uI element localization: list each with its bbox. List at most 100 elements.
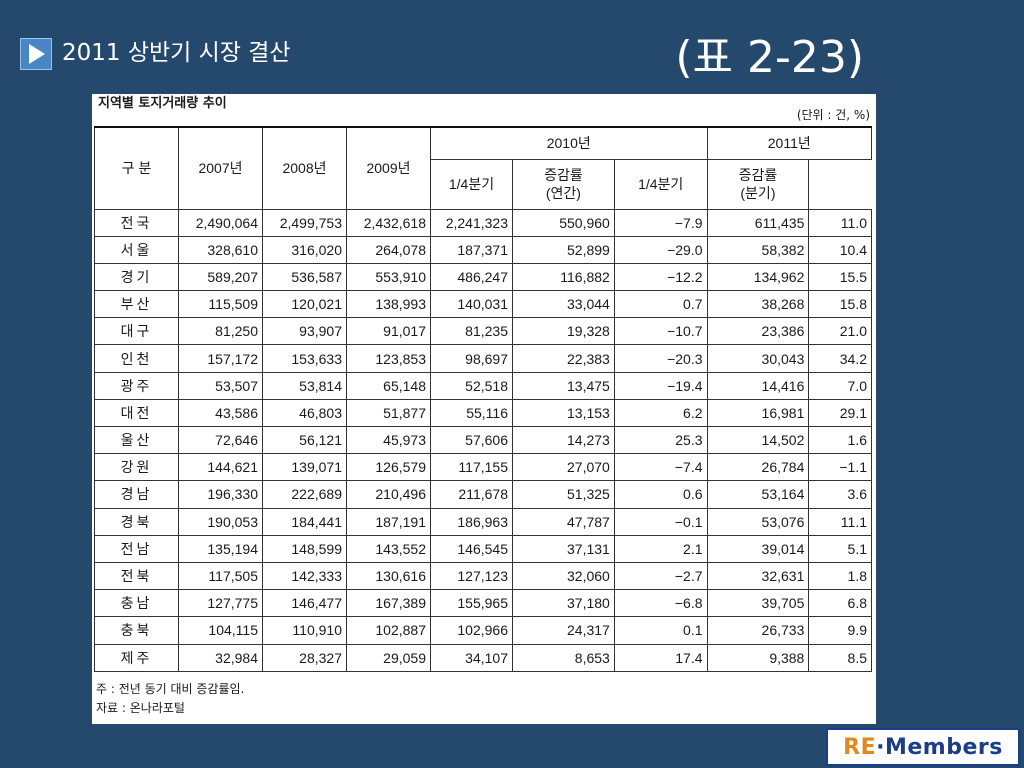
value-cell: 39,014: [706, 534, 810, 563]
value-cell: 14,273: [512, 425, 615, 455]
value-cell: 0.6: [613, 480, 708, 509]
value-cell: 15.8: [808, 290, 872, 319]
value-cell: 186,963: [430, 507, 513, 536]
value-cell: −0.1: [613, 507, 708, 536]
value-cell: 8.5: [808, 643, 872, 672]
value-cell: 222,689: [262, 480, 347, 509]
value-cell: 2.1: [613, 534, 708, 563]
value-cell: 91,017: [346, 317, 431, 346]
value-cell: 0.1: [613, 616, 708, 645]
value-cell: 11.1: [808, 507, 872, 536]
value-cell: 98,697: [430, 344, 513, 373]
value-cell: 102,966: [430, 616, 513, 645]
value-cell: 34.2: [808, 344, 872, 373]
value-cell: 153,633: [262, 344, 347, 373]
header-category: 구 분: [94, 126, 179, 210]
table-row: 경북 190,053 184,441 187,191 186,963 47,787 −0.1…: [94, 507, 872, 536]
value-cell: 553,910: [346, 262, 431, 292]
region-cell: 경기: [94, 262, 179, 292]
value-cell: 14,502: [706, 425, 810, 455]
region-cell: 전남: [94, 534, 179, 563]
value-cell: 81,250: [178, 317, 263, 346]
value-cell: 127,123: [430, 561, 513, 591]
value-cell: 123,853: [346, 344, 431, 373]
value-cell: 27,070: [512, 453, 615, 482]
region-cell: 경남: [94, 480, 179, 509]
land-transaction-table: 구 분 2007년 2008년 2009년 2010년 2011년 1/4분기 …: [94, 126, 873, 672]
header-2011-q1: 1/4분기: [613, 158, 708, 210]
value-cell: 211,678: [430, 480, 513, 509]
value-cell: 140,031: [430, 290, 513, 319]
value-cell: 135,194: [178, 534, 263, 563]
table-notes: 주 : 전년 동기 대비 증감률임. 자료 : 온나라포털: [96, 680, 244, 718]
value-cell: 6.8: [808, 589, 872, 618]
value-cell: 39,705: [706, 589, 810, 618]
value-cell: 130,616: [346, 561, 431, 591]
value-cell: 127,775: [178, 589, 263, 618]
logo-dot: ·: [876, 734, 885, 760]
value-cell: 65,148: [346, 371, 431, 400]
value-cell: 51,325: [512, 480, 615, 509]
table-row: 대전 43,586 46,803 51,877 55,116 13,153 6.2 16,98…: [94, 398, 872, 428]
table-row: 서울 328,610 316,020 264,078 187,371 52,899 −29.…: [94, 235, 872, 264]
value-cell: 19,328: [512, 317, 615, 346]
value-cell: 93,907: [262, 317, 347, 346]
region-cell: 충남: [94, 589, 179, 618]
value-cell: 51,877: [346, 398, 431, 428]
region-cell: 서울: [94, 235, 179, 264]
value-cell: 34,107: [430, 643, 513, 672]
value-cell: 6.2: [613, 398, 708, 428]
value-cell: 57,606: [430, 425, 513, 455]
table-row: 전북 117,505 142,333 130,616 127,123 32,060 −2.7…: [94, 561, 872, 591]
value-cell: 104,115: [178, 616, 263, 645]
value-cell: 17.4: [613, 643, 708, 672]
table-row: 전국 2,490,064 2,499,753 2,432,618 2,241,323 55…: [94, 208, 872, 237]
value-cell: 187,371: [430, 235, 513, 264]
table-row: 제주 32,984 28,327 29,059 34,107 8,653 17.4 9,388…: [94, 643, 872, 672]
value-cell: 13,153: [512, 398, 615, 428]
value-cell: 328,610: [178, 235, 263, 264]
table-row: 경기 589,207 536,587 553,910 486,247 116,882 −12…: [94, 262, 872, 292]
value-cell: 190,053: [178, 507, 263, 536]
slide-title: 2011 상반기 시장 결산: [62, 40, 291, 66]
value-cell: 187,191: [346, 507, 431, 536]
logo-prefix: RE: [843, 734, 877, 760]
header-2010-q1: 1/4분기: [430, 158, 513, 210]
table-row: 강원 144,621 139,071 126,579 117,155 27,070 −7.4…: [94, 453, 872, 482]
source-note: 자료 : 온나라포털: [96, 701, 185, 715]
value-cell: 550,960: [512, 208, 615, 237]
value-cell: 120,021: [262, 290, 347, 319]
region-cell: 인천: [94, 344, 179, 373]
region-cell: 전국: [94, 208, 179, 237]
header-2011: 2011년: [706, 126, 873, 160]
value-cell: 117,155: [430, 453, 513, 482]
value-cell: 2,490,064: [178, 208, 263, 237]
header-2011-rate: 증감률 (분기): [706, 158, 810, 210]
header-2010: 2010년: [430, 126, 708, 160]
value-cell: 52,518: [430, 371, 513, 400]
value-cell: 115,509: [178, 290, 263, 319]
header-2010-rate: 증감률 (연간): [512, 158, 615, 210]
value-cell: 56,121: [262, 425, 347, 455]
value-cell: 148,599: [262, 534, 347, 563]
value-cell: −12.2: [613, 262, 708, 292]
value-cell: 155,965: [430, 589, 513, 618]
value-cell: 32,631: [706, 561, 810, 591]
value-cell: 37,131: [512, 534, 615, 563]
value-cell: 23,386: [706, 317, 810, 346]
value-cell: 55,116: [430, 398, 513, 428]
value-cell: 53,507: [178, 371, 263, 400]
value-cell: −1.1: [808, 453, 872, 482]
table-row: 인천 157,172 153,633 123,853 98,697 22,383 −20.3…: [94, 344, 872, 373]
value-cell: 139,071: [262, 453, 347, 482]
value-cell: 13,475: [512, 371, 615, 400]
value-cell: 53,814: [262, 371, 347, 400]
value-cell: 46,803: [262, 398, 347, 428]
value-cell: −20.3: [613, 344, 708, 373]
value-cell: 0.7: [613, 290, 708, 319]
value-cell: 134,962: [706, 262, 810, 292]
table-row: 부산 115,509 120,021 138,993 140,031 33,044 0.7 3…: [94, 290, 872, 319]
value-cell: 14,416: [706, 371, 810, 400]
value-cell: 26,733: [706, 616, 810, 645]
region-cell: 울산: [94, 425, 179, 455]
